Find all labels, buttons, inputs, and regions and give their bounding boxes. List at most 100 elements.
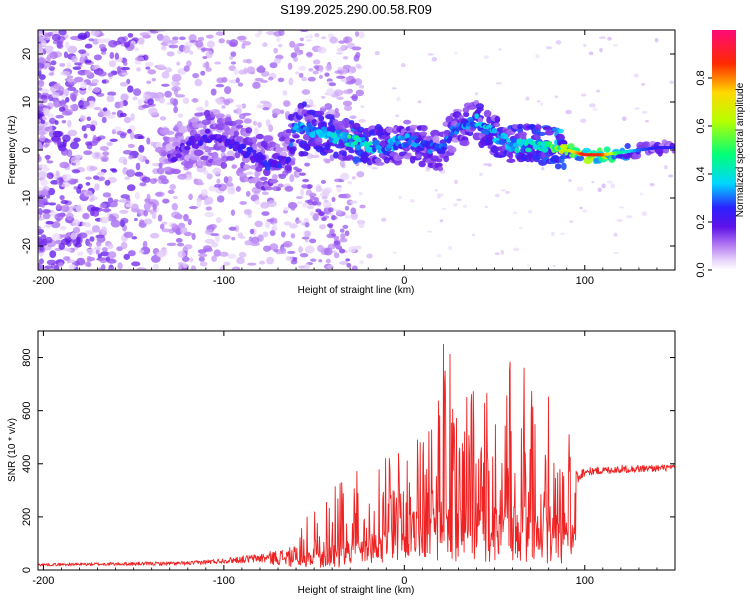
spectrogram-noise-blob bbox=[120, 217, 129, 224]
spectrogram-noise-blob bbox=[427, 53, 434, 56]
spectrogram-noise-blob bbox=[233, 267, 238, 270]
snr-y-tick-label: 0 bbox=[21, 567, 33, 573]
spectrogram-noise-blob bbox=[280, 109, 285, 115]
spectrogram-y-tick-label: -10 bbox=[21, 190, 33, 206]
spectrogram-noise-blob bbox=[84, 261, 91, 267]
spectrogram-noise-blob bbox=[93, 175, 100, 180]
spectrogram-noise-blob bbox=[500, 188, 506, 192]
spectrogram-noise-blob bbox=[283, 100, 291, 108]
spectrogram-noise-blob bbox=[48, 66, 56, 71]
spectrogram-noise-blob bbox=[38, 128, 46, 136]
spectrogram-noise-blob bbox=[125, 203, 133, 208]
spectrogram-ridge-blob bbox=[437, 162, 443, 168]
spectrogram-noise-blob bbox=[597, 187, 602, 193]
spectrogram-noise-blob bbox=[322, 201, 332, 209]
spectrogram-noise-blob bbox=[304, 263, 311, 270]
spectrogram-noise-blob bbox=[328, 212, 333, 216]
spectrogram-ridge-core bbox=[360, 136, 366, 142]
spectrogram-noise-blob bbox=[299, 37, 304, 42]
spectrogram-noise-blob bbox=[195, 106, 205, 112]
spectrogram-ridge-blob bbox=[196, 123, 205, 128]
spectrogram-ridge-core bbox=[440, 146, 447, 151]
spectrogram-noise-blob bbox=[266, 30, 276, 36]
spectrogram-noise-blob bbox=[250, 241, 260, 247]
spectrogram-streak-blob bbox=[346, 263, 352, 268]
spectrogram-noise-blob bbox=[156, 251, 166, 258]
spectrogram-noise-blob bbox=[358, 191, 363, 196]
spectrogram-noise-blob bbox=[101, 247, 109, 252]
spectrogram-noise-blob bbox=[309, 34, 313, 39]
spectrogram-noise-blob bbox=[67, 86, 77, 91]
spectrogram-noise-blob bbox=[155, 30, 166, 33]
spectrogram-noise-blob bbox=[94, 183, 100, 191]
spectrogram-noise-blob bbox=[592, 107, 598, 112]
spectrogram-ridge-blob bbox=[463, 111, 470, 118]
spectrogram-noise-blob bbox=[38, 123, 47, 127]
spectrogram-noise-blob bbox=[551, 231, 555, 236]
spectrogram-noise-blob bbox=[268, 76, 274, 81]
spectrogram-ridge-blob bbox=[348, 149, 355, 154]
spectrogram-noise-blob bbox=[38, 103, 45, 110]
spectrogram-ridge-core bbox=[289, 138, 295, 143]
spectrogram-noise-blob bbox=[306, 51, 313, 58]
spectrogram-noise-blob bbox=[136, 67, 141, 72]
spectrogram-noise-blob bbox=[315, 186, 323, 192]
spectrogram-ridge-blob bbox=[301, 101, 307, 107]
spectrogram-noise-blob bbox=[88, 38, 95, 42]
spectrogram-noise-blob bbox=[97, 71, 107, 77]
spectrogram-noise-blob bbox=[70, 156, 81, 164]
spectrogram-noise-blob bbox=[262, 42, 268, 48]
spectrogram-noise-blob bbox=[82, 212, 90, 220]
spectrogram-noise-blob bbox=[173, 88, 179, 96]
spectrogram-noise-blob bbox=[189, 50, 194, 55]
spectrogram-noise-blob bbox=[151, 77, 157, 82]
spectrogram-noise-blob bbox=[186, 60, 192, 67]
spectrogram-noise-blob bbox=[174, 81, 181, 86]
spectrogram-noise-blob bbox=[618, 206, 625, 209]
spectrogram-ridge-blob bbox=[235, 124, 244, 129]
spectrogram-noise-blob bbox=[84, 230, 95, 235]
spectrogram-ridge-core bbox=[480, 129, 486, 134]
spectrogram-ridge-blob bbox=[657, 149, 663, 157]
spectrogram-noise-blob bbox=[380, 217, 387, 222]
spectrogram-noise-blob bbox=[340, 45, 346, 50]
spectrogram-noise-blob bbox=[49, 117, 57, 125]
spectrogram-noise-blob bbox=[598, 36, 606, 39]
spectrogram-noise-blob bbox=[427, 230, 433, 233]
spectrogram-noise-blob bbox=[333, 89, 344, 96]
spectrogram-noise-blob bbox=[580, 93, 587, 97]
spectrogram-ridge-blob bbox=[534, 124, 542, 131]
spectrogram-noise-blob bbox=[228, 226, 237, 231]
spectrogram-noise-blob bbox=[145, 66, 151, 70]
spectrogram-noise-blob bbox=[119, 209, 126, 214]
spectrogram-noise-blob bbox=[343, 172, 349, 178]
spectrogram-noise-blob bbox=[98, 176, 106, 181]
spectrogram-noise-blob bbox=[61, 120, 67, 124]
spectrogram-noise-blob bbox=[252, 120, 258, 126]
colorbar-ticks: 0.0 0.2 0.4 0.6 0.8 bbox=[695, 70, 712, 278]
spectrogram-ridge-core bbox=[514, 147, 520, 154]
spectrogram-noise-blob bbox=[626, 215, 633, 219]
spectrogram-noise-blob bbox=[137, 153, 144, 161]
spectrogram-noise-blob bbox=[43, 144, 49, 148]
spectrogram-noise-blob bbox=[436, 195, 441, 199]
spectrogram-noise-blob bbox=[188, 34, 197, 42]
spectrogram-noise-blob bbox=[348, 69, 355, 74]
spectrogram-noise-blob bbox=[244, 240, 253, 246]
spectrogram-ridge-blob bbox=[243, 164, 251, 170]
spectrogram-noise-blob bbox=[518, 226, 523, 230]
spectrogram-noise-blob bbox=[127, 128, 132, 134]
spectrogram-noise-blob bbox=[312, 59, 321, 65]
spectrogram-noise-blob bbox=[38, 74, 46, 80]
spectrogram-noise-blob bbox=[86, 248, 96, 255]
spectrogram-noise-blob bbox=[601, 183, 606, 189]
spectrogram-noise-blob bbox=[204, 149, 212, 153]
spectrogram-noise-blob bbox=[85, 182, 91, 186]
snr-y-tick-label: 200 bbox=[21, 508, 33, 526]
spectrogram-noise-blob bbox=[50, 85, 56, 93]
spectrogram-noise-blob bbox=[260, 79, 269, 83]
spectrogram-noise-blob bbox=[58, 30, 67, 36]
spectrogram-ridge-blob bbox=[418, 160, 426, 168]
spectrogram-ridge-core bbox=[368, 141, 373, 146]
spectrogram-noise-blob bbox=[338, 40, 346, 44]
